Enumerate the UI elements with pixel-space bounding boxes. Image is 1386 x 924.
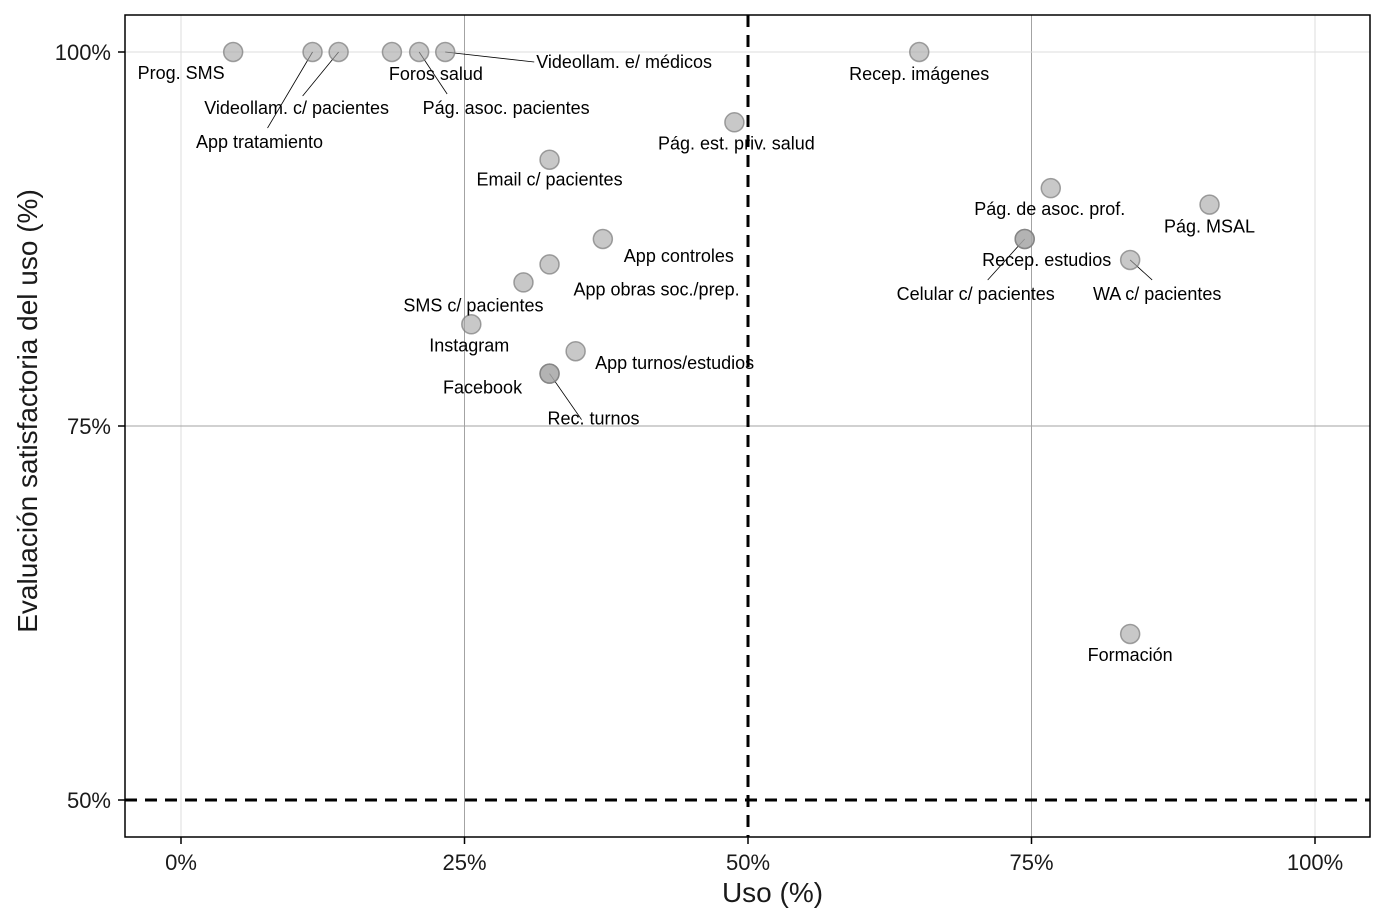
x-tick-label: 100% <box>1287 850 1343 875</box>
label-videollam-e-medicos: Videollam. e/ médicos <box>536 52 712 72</box>
x-tick-label: 0% <box>165 850 197 875</box>
label-videollam-c-pacientes: Videollam. c/ pacientes <box>204 98 389 118</box>
label-recep-estudios: Recep. estudios <box>982 250 1111 270</box>
x-tick-label: 50% <box>726 850 770 875</box>
point-celular-c-pacientes <box>1014 228 1035 250</box>
point-prog-sms <box>222 41 244 63</box>
point-videollam-e-medicos <box>434 41 456 63</box>
y-tick-label: 50% <box>67 788 111 813</box>
y-axis: 50% 75% 100% <box>55 40 125 813</box>
x-axis: 0% 25% 50% 75% 100% <box>165 837 1343 875</box>
label-app-tratamiento: App tratamiento <box>196 132 323 152</box>
point-pag-est-priv-salud <box>724 112 745 133</box>
label-wa-c-pacientes: WA c/ pacientes <box>1093 284 1221 304</box>
y-tick-label: 75% <box>67 414 111 439</box>
label-celular-c-pacientes: Celular c/ pacientes <box>897 284 1055 304</box>
point-email-c-pacientes <box>539 149 560 170</box>
x-axis-title: Uso (%) <box>722 877 823 908</box>
point-pag-msal <box>1199 194 1220 215</box>
point-app-controles <box>592 228 614 250</box>
point-wa-c-pacientes <box>1119 249 1141 271</box>
point-foros-salud <box>381 41 403 63</box>
y-axis-title: Evaluación satisfactoria del uso (%) <box>12 189 43 633</box>
point-recep-imagenes <box>908 41 930 63</box>
point-pag-de-asoc-prof <box>1040 177 1062 199</box>
point-app-obras-soc-prep <box>539 254 560 275</box>
point-sms-c-pacientes <box>513 272 534 293</box>
label-pag-msal: Pág. MSAL <box>1164 217 1255 237</box>
label-pag-asoc-pacientes: Pág. asoc. pacientes <box>423 98 590 118</box>
label-recep-imagenes: Recep. imágenes <box>849 64 989 84</box>
label-pag-de-asoc-prof: Pág. de asoc. prof. <box>974 199 1125 219</box>
label-app-obras-soc-prep: App obras soc./prep. <box>573 279 739 299</box>
x-tick-label: 75% <box>1009 850 1053 875</box>
point-rec-turnos <box>539 363 560 384</box>
point-app-turnos-estudios <box>565 340 586 362</box>
connector-videollam-e-medicos <box>445 51 535 63</box>
point-app-tratamiento <box>302 41 323 63</box>
label-app-turnos-estudios: App turnos/estudios <box>595 353 754 373</box>
label-rec-turnos: Rec. turnos <box>548 409 640 429</box>
label-pag-est-priv-salud: Pág. est. priv. salud <box>658 133 815 153</box>
label-foros-salud: Foros salud <box>389 64 483 84</box>
connector-app-tratamiento <box>267 51 313 129</box>
label-sms-c-pacientes: SMS c/ pacientes <box>403 295 543 315</box>
x-tick-label: 25% <box>442 850 486 875</box>
point-formacion <box>1119 623 1141 645</box>
point-videollam-c-pacientes <box>328 41 349 63</box>
point-labels: Prog. SMS App tratamiento Videollam. c/ pa… <box>138 52 1255 665</box>
point-instagram <box>461 314 482 335</box>
y-tick-label: 100% <box>55 40 111 65</box>
reference-lines <box>125 15 1370 837</box>
label-formacion: Formación <box>1088 645 1173 665</box>
label-app-controles: App controles <box>624 246 734 266</box>
label-facebook: Facebook <box>443 378 523 398</box>
point-pag-asoc-pacientes <box>408 41 430 63</box>
label-email-c-pacientes: Email c/ pacientes <box>477 170 623 190</box>
label-prog-sms: Prog. SMS <box>138 63 225 83</box>
data-points <box>222 41 1220 645</box>
label-instagram: Instagram <box>429 335 509 355</box>
